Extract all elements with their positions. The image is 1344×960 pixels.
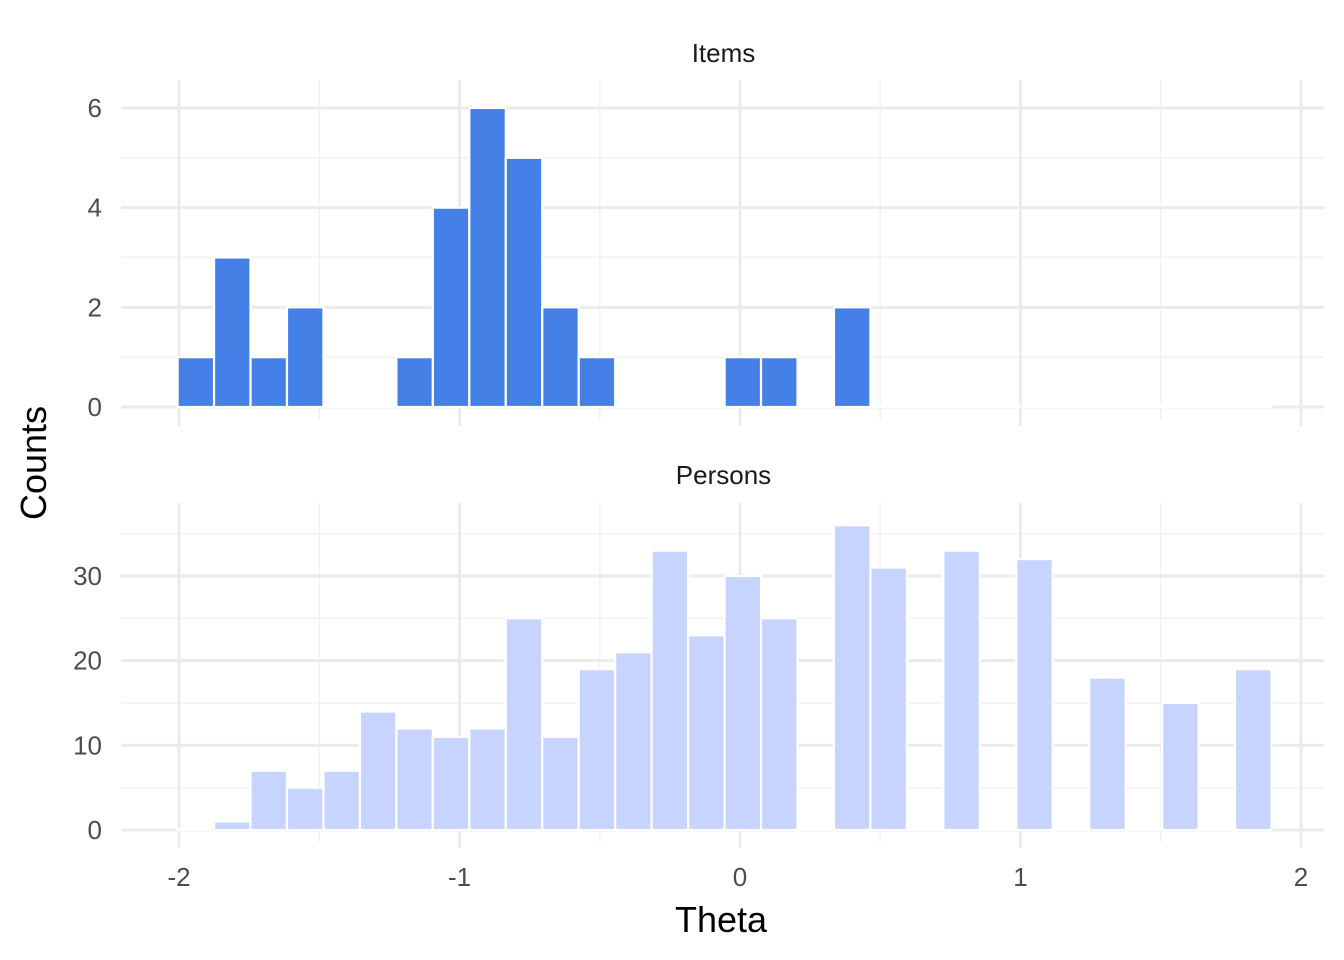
histogram-bar (541, 306, 580, 409)
histogram-bar (1088, 676, 1127, 832)
histogram-bar (358, 710, 398, 832)
histogram-bar (1197, 827, 1237, 832)
x-tick-label: 1 (1013, 862, 1027, 892)
histogram-bar (1233, 668, 1273, 832)
histogram-bar (577, 668, 617, 832)
histogram-bar (687, 404, 726, 409)
items-strip-label: Items (692, 38, 756, 68)
histogram-bar (723, 356, 763, 409)
persons-bars (176, 524, 1273, 832)
histogram-bar (723, 574, 763, 832)
y-tick-label: 30 (73, 561, 102, 591)
y-tick-label: 6 (88, 93, 102, 123)
histogram-bar (468, 727, 507, 832)
histogram-bar (978, 404, 1018, 409)
histogram-bar (1088, 404, 1127, 409)
x-tick-label: -1 (448, 862, 471, 892)
histogram-bar (1161, 404, 1200, 409)
histogram-bar (614, 404, 653, 409)
histogram-bar (322, 769, 362, 832)
histogram-bar (759, 617, 799, 832)
histogram-bar (395, 727, 434, 832)
histogram-bar (322, 404, 362, 409)
items-bars (176, 106, 1273, 409)
histogram-bar (504, 156, 544, 409)
y-axis-title: Counts (13, 406, 54, 520)
histogram-bar (614, 651, 653, 832)
y-tick-label: 2 (88, 292, 102, 322)
histogram-bar (212, 256, 252, 409)
histogram-bar (1051, 827, 1091, 832)
histogram-bar (687, 634, 726, 832)
histogram-bar (905, 827, 945, 832)
x-tick-label: 0 (733, 862, 747, 892)
histogram-bar (395, 356, 434, 409)
histogram-bar (650, 404, 690, 409)
histogram-bar (1233, 404, 1273, 409)
y-tick-label: 0 (88, 392, 102, 422)
persons-x-ticks (177, 842, 1303, 848)
histogram-bar (942, 404, 981, 409)
panel-persons: Persons 0 10 20 30 (73, 460, 1324, 848)
x-tick-labels: -2 -1 0 1 2 (167, 862, 1308, 892)
histogram-bar (832, 524, 872, 832)
persons-y-tick-labels: 0 10 20 30 (73, 561, 102, 845)
histogram-bar (942, 549, 981, 832)
histogram-bar (1124, 404, 1164, 409)
histogram-bar (541, 735, 580, 832)
histogram-bar (869, 566, 908, 832)
x-axis-title: Theta (675, 899, 768, 940)
histogram-bar (1161, 701, 1200, 832)
histogram-bar (759, 356, 799, 409)
histogram-bar (650, 549, 690, 832)
histogram-bar (577, 356, 617, 409)
x-tick-label: -2 (167, 862, 190, 892)
histogram-bar (285, 786, 325, 832)
histogram-bar (1051, 404, 1091, 409)
histogram-bar (504, 617, 544, 832)
histogram-bar (1015, 404, 1054, 409)
histogram-bar (468, 106, 507, 409)
items-y-tick-labels: 0 2 4 6 (88, 93, 102, 422)
histogram-bar (249, 356, 289, 409)
histogram-bar (832, 306, 872, 409)
histogram-bar (249, 769, 289, 832)
histogram-bar (176, 827, 216, 832)
histogram-bar (796, 827, 836, 832)
y-tick-label: 4 (88, 193, 102, 223)
persons-strip-label: Persons (676, 460, 771, 490)
histogram-bar (285, 306, 325, 409)
histogram-bar (431, 206, 471, 409)
histogram-bar (796, 404, 836, 409)
histogram-bar (978, 827, 1018, 832)
panel-items: Items 0 2 4 6 (88, 38, 1324, 426)
histogram-bar (905, 404, 945, 409)
histogram-bar (212, 820, 252, 832)
y-tick-label: 10 (73, 730, 102, 760)
y-tick-label: 20 (73, 646, 102, 676)
items-x-ticks (177, 420, 1303, 426)
y-tick-label: 0 (88, 815, 102, 845)
histogram-bar (869, 404, 908, 409)
x-tick-label: 2 (1294, 862, 1308, 892)
histogram-bar (358, 404, 398, 409)
histogram-bar (431, 735, 471, 832)
histogram-bar (1197, 404, 1237, 409)
histogram-bar (176, 356, 216, 409)
histogram-bar (1015, 557, 1054, 832)
histogram-bar (1124, 827, 1164, 832)
